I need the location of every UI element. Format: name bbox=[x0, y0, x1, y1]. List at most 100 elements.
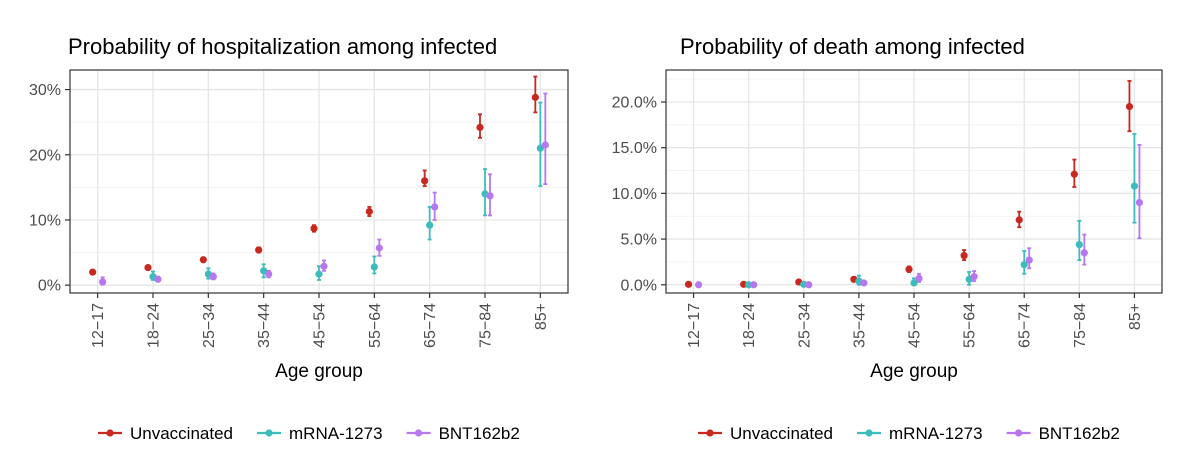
panel-border bbox=[665, 69, 1163, 294]
chart-title: Probability of death among infected bbox=[680, 34, 1025, 59]
data-point bbox=[860, 279, 868, 287]
x-tick-label: 75−84 bbox=[478, 303, 495, 348]
legend: Unvaccinated mRNA-1273 BNT162b2 bbox=[698, 424, 1120, 443]
data-point bbox=[684, 280, 693, 288]
panel-border bbox=[69, 69, 569, 294]
data-point bbox=[1135, 198, 1144, 207]
data-point bbox=[421, 177, 429, 185]
data-point bbox=[970, 272, 978, 281]
data-point bbox=[144, 263, 152, 272]
data-point bbox=[154, 275, 162, 283]
data-point bbox=[1125, 102, 1134, 111]
series-unvaccinated bbox=[89, 75, 539, 276]
legend-label: BNT162b2 bbox=[1039, 424, 1120, 443]
data-point bbox=[310, 224, 318, 233]
data-point bbox=[315, 270, 323, 278]
data-point bbox=[745, 281, 753, 289]
data-point bbox=[910, 279, 918, 287]
y-tick-label: 15.0% bbox=[612, 140, 657, 157]
data-point bbox=[99, 278, 107, 286]
y-tick-label: 20% bbox=[29, 147, 61, 164]
x-tick-label: 85+ bbox=[533, 303, 550, 330]
x-tick-label: 12−17 bbox=[686, 303, 703, 348]
x-tick-label: 65−74 bbox=[1017, 303, 1034, 348]
x-tick-label: 12−17 bbox=[90, 303, 107, 348]
series-mrna-1273 bbox=[149, 101, 544, 281]
x-tick-label: 85+ bbox=[1127, 303, 1144, 330]
legend-key-point bbox=[265, 429, 273, 437]
data-point bbox=[915, 274, 923, 282]
x-tick-label: 18−24 bbox=[146, 303, 163, 348]
data-point bbox=[531, 93, 539, 101]
data-point bbox=[1025, 256, 1033, 264]
x-tick-label: 18−24 bbox=[741, 303, 758, 348]
data-point bbox=[265, 270, 273, 278]
series-bnt162b2 bbox=[99, 92, 549, 286]
data-point bbox=[805, 281, 813, 289]
legend-item-mrna-1273: mRNA-1273 bbox=[857, 424, 983, 443]
data-point bbox=[255, 246, 263, 254]
legend-item-mrna-1273: mRNA-1273 bbox=[257, 424, 383, 443]
data-point bbox=[541, 141, 549, 149]
x-tick-label: 55−64 bbox=[962, 303, 979, 348]
data-point bbox=[365, 207, 373, 216]
x-tick-label: 45−54 bbox=[907, 303, 924, 348]
legend-item-bnt162b2: BNT162b2 bbox=[1006, 424, 1120, 443]
data-point bbox=[694, 281, 703, 289]
data-point bbox=[1015, 216, 1023, 224]
data-point bbox=[89, 268, 97, 276]
data-point bbox=[1075, 240, 1083, 249]
y-tick-label: 30% bbox=[29, 82, 61, 99]
data-point bbox=[375, 244, 383, 252]
legend: Unvaccinated mRNA-1273 BNT162b2 bbox=[98, 424, 520, 443]
legend-item-unvaccinated: Unvaccinated bbox=[698, 424, 833, 443]
data-point bbox=[199, 256, 207, 264]
legend-label: Unvaccinated bbox=[130, 424, 233, 443]
chart-title: Probability of hospitalization among inf… bbox=[68, 34, 497, 59]
x-tick-label: 25−34 bbox=[201, 303, 218, 348]
data-point bbox=[426, 221, 434, 229]
data-point bbox=[905, 265, 913, 273]
data-point bbox=[1070, 170, 1078, 178]
x-tick-label: 45−54 bbox=[312, 303, 329, 348]
death-chart: Probability of death among infected 0.0% 5… bbox=[612, 34, 1163, 443]
y-tick-label: 10.0% bbox=[612, 186, 657, 203]
x-tick-label: 75−84 bbox=[1072, 303, 1089, 348]
x-tick-label: 35−44 bbox=[256, 303, 273, 348]
legend-key-point bbox=[1014, 429, 1023, 437]
data-point bbox=[1130, 182, 1139, 190]
legend-label: BNT162b2 bbox=[439, 424, 520, 443]
data-point bbox=[486, 192, 494, 200]
legend-key-point bbox=[706, 429, 714, 437]
data-point bbox=[431, 203, 439, 211]
data-point bbox=[209, 273, 217, 281]
y-tick-label: 5.0% bbox=[621, 232, 657, 249]
x-axis-label: Age group bbox=[870, 361, 958, 382]
x-tick-label: 55−64 bbox=[367, 303, 384, 348]
legend-item-unvaccinated: Unvaccinated bbox=[98, 424, 233, 443]
x-axis-label: Age group bbox=[275, 361, 363, 382]
y-tick-label: 0.0% bbox=[621, 277, 657, 294]
data-point bbox=[750, 281, 758, 289]
data-point bbox=[476, 123, 484, 131]
data-point bbox=[960, 251, 968, 260]
hospitalization-chart: Probability of hospitalization among inf… bbox=[29, 34, 569, 443]
series-mrna-1273 bbox=[745, 133, 1139, 289]
data-point bbox=[320, 262, 328, 270]
y-tick-label: 10% bbox=[29, 212, 61, 229]
series-bnt162b2 bbox=[694, 144, 1144, 289]
x-tick-label: 65−74 bbox=[422, 303, 439, 348]
legend-key-point bbox=[414, 429, 423, 437]
legend-key-point bbox=[106, 429, 114, 437]
legend-item-bnt162b2: BNT162b2 bbox=[406, 424, 520, 443]
x-tick-label: 25−34 bbox=[796, 303, 813, 348]
x-tick-label: 35−44 bbox=[851, 303, 868, 348]
legend-label: mRNA-1273 bbox=[289, 424, 383, 443]
legend-key-point bbox=[865, 429, 873, 437]
data-point bbox=[370, 263, 378, 271]
legend-label: mRNA-1273 bbox=[889, 424, 983, 443]
data-point bbox=[1080, 249, 1088, 257]
series-unvaccinated bbox=[684, 80, 1134, 288]
data-point bbox=[1020, 261, 1028, 269]
